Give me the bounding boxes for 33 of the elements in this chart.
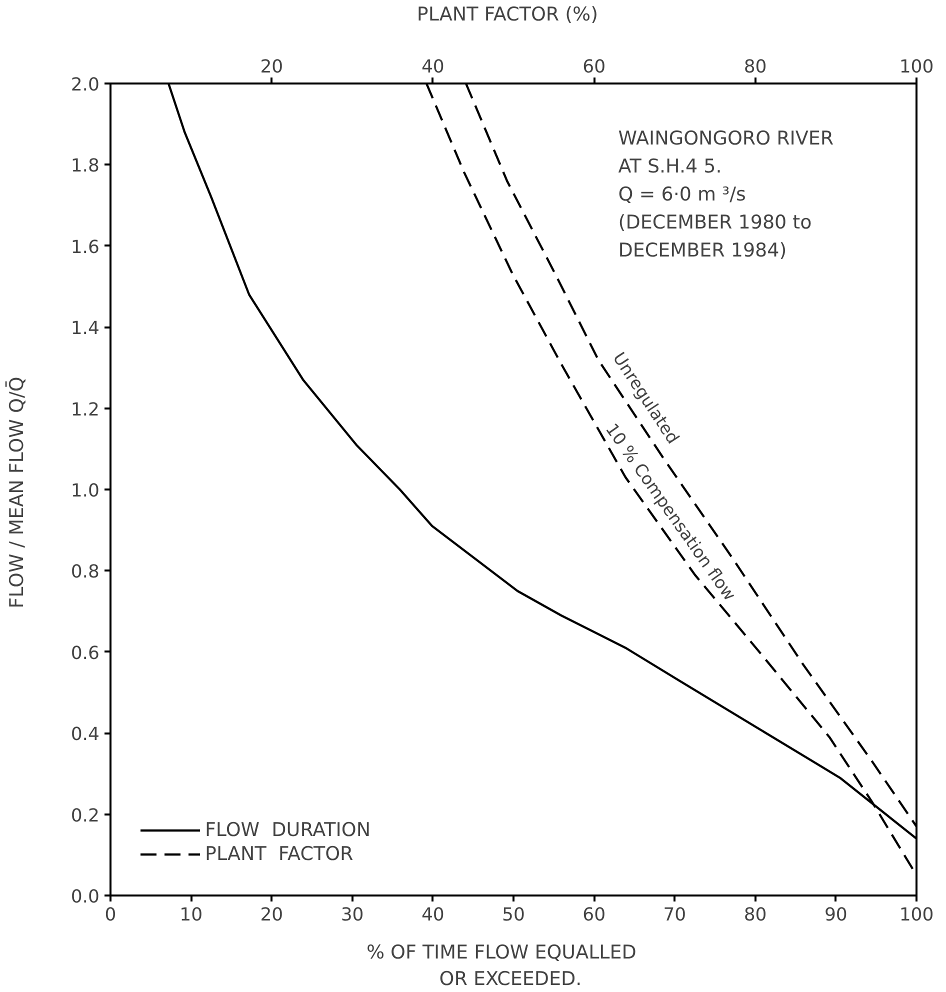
x-tick-label: 100: [899, 904, 934, 926]
y-tick-label: 1.8: [70, 156, 100, 177]
x-tick-label: 70: [663, 904, 686, 926]
x2-tick-label: 80: [744, 56, 767, 78]
y-tick-label: 2.0: [70, 74, 100, 96]
x-tick-label: 20: [260, 904, 284, 926]
x-tick-label: 10: [180, 904, 203, 926]
legend-label: FLOW DURATION: [205, 819, 371, 841]
y-tick-label: 0.0: [70, 886, 100, 908]
y-tick-label: 1.2: [70, 399, 100, 420]
x-tick-label: 40: [421, 904, 444, 926]
x-tick-label: 80: [744, 904, 767, 926]
annotation: WAINGONGORO RIVER AT S.H.4 5. Q = 6·0 m ³/s (DECEMBER 1980 to DECEMBER 1984): [618, 128, 834, 262]
x-tick-label: 60: [582, 904, 606, 926]
x2-tick-label: 20: [260, 56, 284, 78]
y-tick-label: 1.6: [70, 236, 100, 258]
y-tick-label: 0.2: [70, 805, 100, 826]
x-tick-label: 90: [824, 904, 848, 926]
x-axis-title: % OF TIME FLOW EQUALLED OR EXCEEDED.: [366, 942, 636, 990]
x2-axis-title: PLANT FACTOR (%): [416, 4, 598, 26]
x-tick-label: 30: [340, 904, 364, 926]
x2-tick-label: 40: [421, 56, 444, 78]
y-tick-label: 0.8: [70, 562, 100, 583]
y-tick-label: 1.0: [70, 480, 100, 502]
y-tick-label: 0.6: [70, 642, 100, 664]
x-tick-label: 50: [502, 904, 525, 926]
y-axis-title: FLOW / MEAN FLOW Q/Q̄: [4, 376, 28, 608]
x2-tick-label: 60: [582, 56, 606, 78]
y-tick-label: 1.4: [70, 318, 100, 340]
legend-label: PLANT FACTOR: [205, 843, 354, 865]
x2-tick-label: 100: [899, 56, 934, 78]
y-tick-label: 0.4: [70, 724, 100, 746]
x-tick-label: 0: [104, 904, 116, 926]
